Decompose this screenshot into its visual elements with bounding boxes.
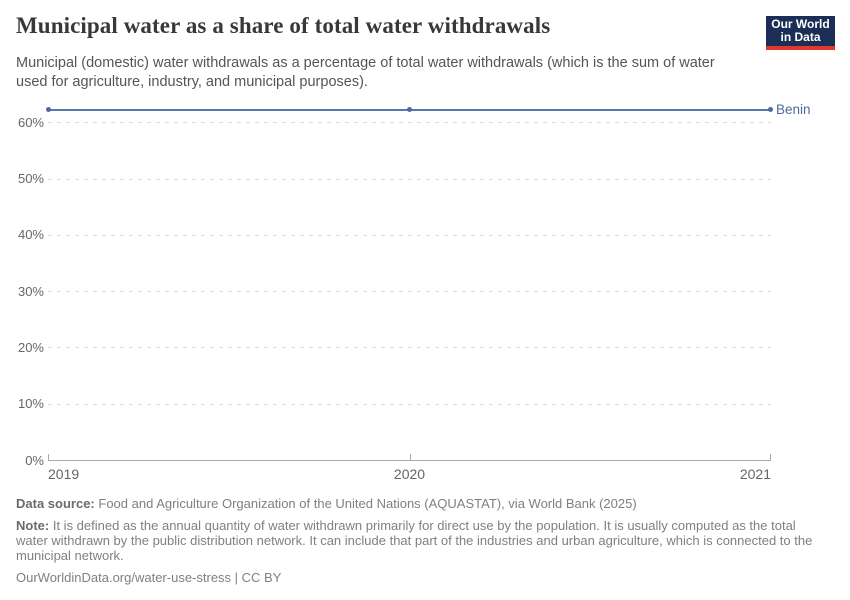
gridline-10 [48,403,771,405]
note-row: Note: It is defined as the annual quanti… [16,518,828,563]
y-axis-tick-label-60: 60% [17,114,44,130]
y-axis-tick-label-30: 30% [17,283,44,299]
x-axis-tick-2021 [770,454,771,460]
data-source-label: Data source: [16,496,95,511]
x-axis-tick-label-2019: 2019 [48,466,80,482]
page-title: Municipal water as a share of total wate… [16,13,551,38]
gridline-50 [48,178,771,180]
x-axis-tick-2019 [48,454,49,460]
y-axis-tick-label-20: 20% [17,339,44,355]
y-axis-tick-label-10: 10% [17,396,44,412]
chart-subtitle: Municipal (domestic) water withdrawals a… [16,55,715,90]
owid-logo-line1: Our World [771,17,830,31]
data-source-text: Food and Agriculture Organization of the… [98,496,637,511]
y-axis-tick-label-50: 50% [17,171,44,187]
gridline-40 [48,234,771,236]
y-axis-tick-label-40: 40% [17,227,44,243]
owid-logo[interactable]: Our World in Data [766,16,835,50]
x-axis-line [48,460,771,461]
gridline-20 [48,347,771,349]
note-text: It is defined as the annual quantity of … [16,518,813,563]
x-axis-tick-2020 [409,454,411,460]
source-link[interactable]: OurWorldinData.org/water-use-stress | CC… [16,570,282,585]
gridline-30 [48,291,771,293]
data-point-benin-2019[interactable] [45,107,51,113]
y-axis-tick-label-0: 0% [25,452,44,468]
gridline-60 [48,122,771,124]
entity-label-benin[interactable]: Benin [776,101,811,117]
note-label: Note: [16,518,50,533]
data-source-row: Data source: Food and Agriculture Organi… [16,496,828,511]
owid-logo-line2: in Data [780,30,821,44]
data-point-benin-2020[interactable] [407,107,412,113]
x-axis-tick-label-2020: 2020 [393,466,426,482]
x-axis-tick-label-2021: 2021 [739,466,771,482]
data-point-benin-2021[interactable] [767,107,773,113]
chart-footer: Data source: Food and Agriculture Organi… [16,496,828,585]
